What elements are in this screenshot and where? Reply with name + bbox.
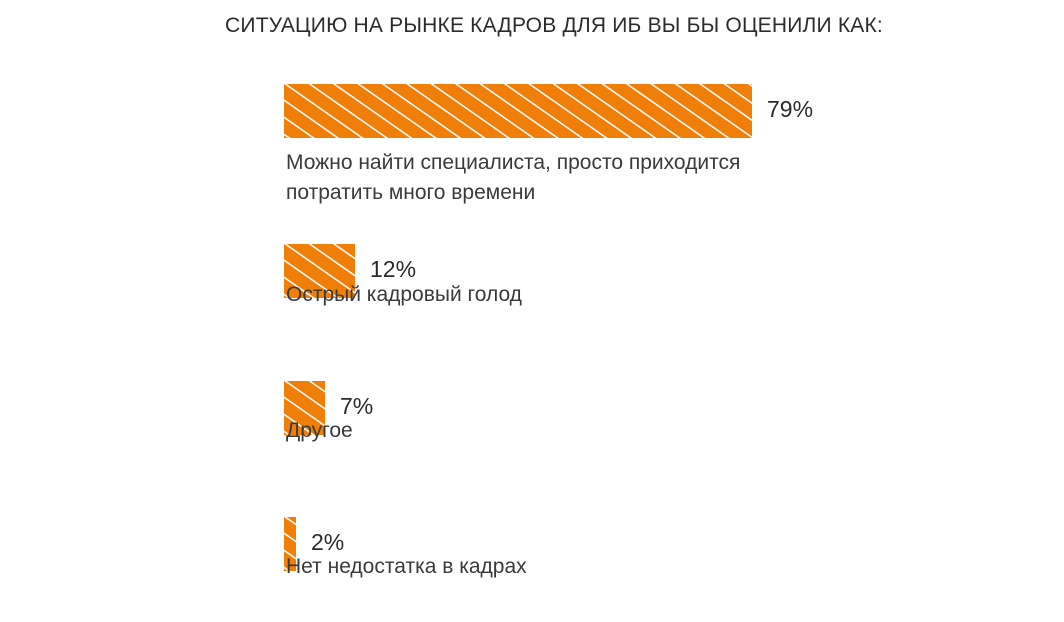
bar <box>284 84 752 138</box>
bar <box>284 381 325 435</box>
value-label: 7% <box>340 393 374 419</box>
value-label: 12% <box>370 256 417 282</box>
category-label: Нет недостатка в кадрах <box>286 555 527 578</box>
value-label: 79% <box>767 96 814 122</box>
value-label: 2% <box>311 529 345 555</box>
bar-fill <box>284 517 296 571</box>
bar-fill <box>284 84 752 138</box>
bar-fill <box>284 244 355 298</box>
bar <box>284 517 296 571</box>
category-label: Острый кадровый голод <box>286 283 522 306</box>
category-label: Можно найти специалиста, просто приходит… <box>286 151 741 204</box>
category-label: Другое <box>286 419 353 442</box>
bar <box>284 244 355 298</box>
bar-fill <box>284 381 325 435</box>
chart-title: СИТУАЦИЮ НА РЫНКЕ КАДРОВ ДЛЯ ИБ ВЫ БЫ ОЦ… <box>225 14 883 37</box>
